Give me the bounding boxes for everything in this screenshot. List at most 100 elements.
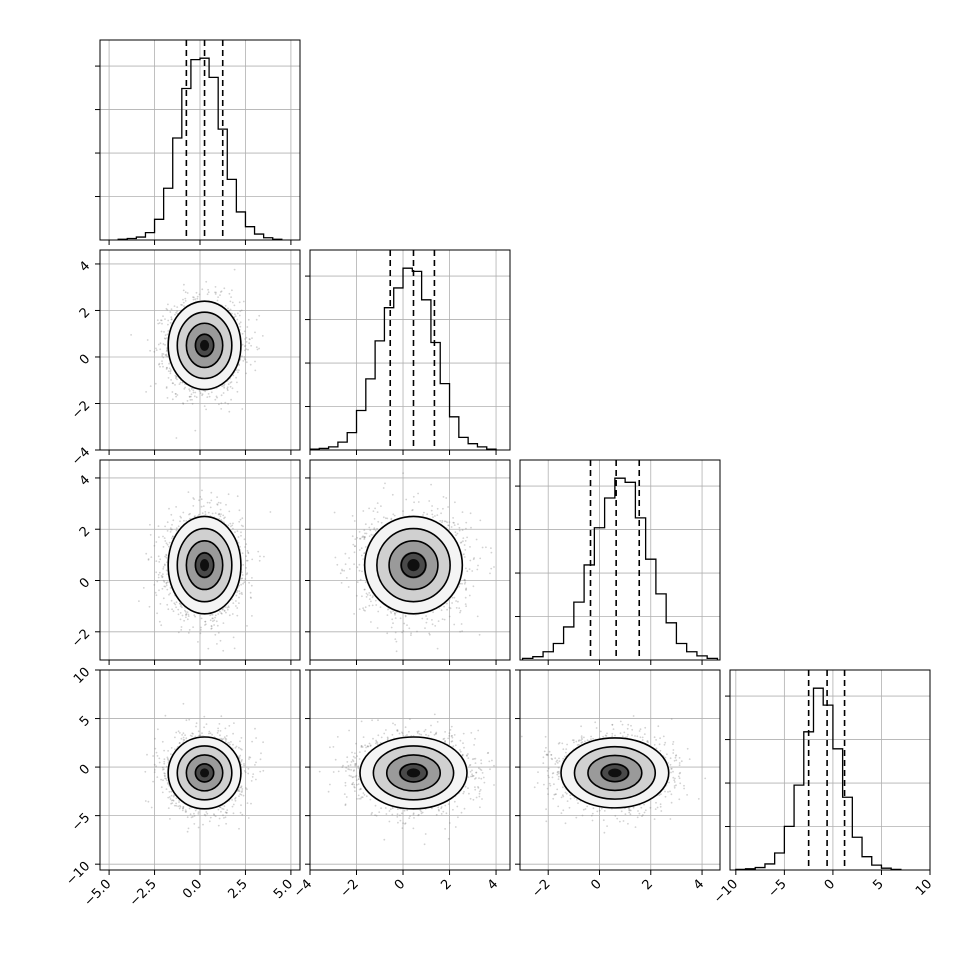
scatter-point <box>179 804 181 807</box>
scatter-point <box>460 811 463 814</box>
scatter-point <box>471 570 474 572</box>
scatter-point <box>247 772 250 775</box>
scatter-point <box>341 569 344 572</box>
scatter-point <box>221 608 224 611</box>
scatter-point <box>239 786 241 789</box>
scatter-point <box>479 557 482 560</box>
scatter-point <box>428 632 431 635</box>
scatter-point <box>170 316 173 319</box>
scatter-point <box>581 738 583 740</box>
x-tick-label-1-4: 4 <box>485 877 501 893</box>
scatter-point <box>545 808 547 811</box>
scatter-point <box>155 571 158 574</box>
scatter-point <box>356 755 358 757</box>
scatter-point <box>668 781 670 784</box>
scatter-point <box>163 537 166 539</box>
scatter-point <box>620 810 623 813</box>
scatter-point <box>345 577 348 579</box>
scatter-point <box>346 756 349 759</box>
scatter-point <box>201 288 204 291</box>
scatter-point <box>204 511 207 513</box>
scatter-points-3-0 <box>144 702 265 833</box>
scatter-point <box>550 754 553 756</box>
scatter-point <box>586 805 589 808</box>
scatter-point <box>225 738 228 740</box>
scatter-point <box>213 814 216 817</box>
scatter-point <box>240 804 242 807</box>
scatter-point <box>578 739 581 742</box>
scatter-point <box>239 754 242 757</box>
scatter-point <box>153 771 156 773</box>
scatter-point <box>230 381 233 383</box>
scatter-point <box>664 741 667 744</box>
scatter-point <box>240 760 243 762</box>
scatter-point <box>175 802 178 805</box>
scatter-point <box>478 767 480 770</box>
scatter-point <box>398 732 401 735</box>
scatter-point <box>413 501 415 504</box>
x-tick-label-2-0: −2 <box>529 877 553 901</box>
scatter-point <box>230 525 232 528</box>
scatter-point <box>236 390 239 393</box>
scatter-point <box>203 405 206 407</box>
scatter-point <box>388 810 391 812</box>
scatter-point <box>250 344 253 347</box>
scatter-point <box>358 569 361 572</box>
scatter-point <box>364 523 367 526</box>
density-fill-3-2-4 <box>608 768 622 778</box>
scatter-point <box>358 608 361 610</box>
scatter-point <box>219 294 221 296</box>
scatter-point <box>354 545 356 548</box>
scatter-point <box>401 732 404 735</box>
scatter-point <box>161 766 164 769</box>
scatter-point <box>240 591 243 594</box>
scatter-point <box>238 590 241 593</box>
scatter-point <box>631 734 633 737</box>
scatter-point <box>368 592 371 594</box>
scatter-point <box>155 594 158 597</box>
scatter-point <box>181 606 183 609</box>
scatter-point <box>181 734 184 736</box>
contour-line-3-2-3 <box>560 737 670 809</box>
scatter-point <box>606 732 608 735</box>
scatter-point <box>164 525 167 528</box>
scatter-point <box>189 399 192 401</box>
scatter-point <box>163 749 166 752</box>
contour-line-2-0-2 <box>176 527 233 603</box>
scatter-point <box>222 808 225 810</box>
scatter-point <box>195 722 198 725</box>
scatter-point <box>215 291 217 294</box>
scatter-point <box>231 524 234 527</box>
scatter-point <box>202 505 205 507</box>
scatter-point <box>239 545 241 548</box>
scatter-point <box>183 283 185 286</box>
scatter-point <box>420 733 423 736</box>
scatter-point <box>238 509 241 512</box>
scatter-point <box>242 360 245 362</box>
scatter-point <box>238 746 240 749</box>
scatter-point <box>666 753 668 756</box>
scatter-point <box>234 315 237 318</box>
scatter-point <box>198 499 201 502</box>
scatter-point <box>575 816 578 819</box>
scatter-point <box>169 798 172 800</box>
scatter-point <box>417 813 420 816</box>
scatter-point <box>679 771 682 774</box>
scatter-point <box>542 762 545 765</box>
scatter-point <box>214 633 217 636</box>
scatter-point <box>206 501 209 504</box>
scatter-point <box>560 796 563 799</box>
scatter-point <box>353 786 356 788</box>
scatter-point <box>222 649 225 652</box>
scatter-point <box>318 770 321 773</box>
scatter-point <box>575 740 578 743</box>
scatter-point <box>590 735 592 738</box>
scatter-point <box>175 529 178 532</box>
contour-line-2-1-2 <box>376 527 451 603</box>
scatter-point <box>239 321 242 324</box>
scatter-point <box>621 723 624 726</box>
scatter-point <box>581 741 584 743</box>
scatter-point <box>463 553 465 556</box>
scatter-point <box>421 811 424 814</box>
scatter-point <box>363 588 366 591</box>
